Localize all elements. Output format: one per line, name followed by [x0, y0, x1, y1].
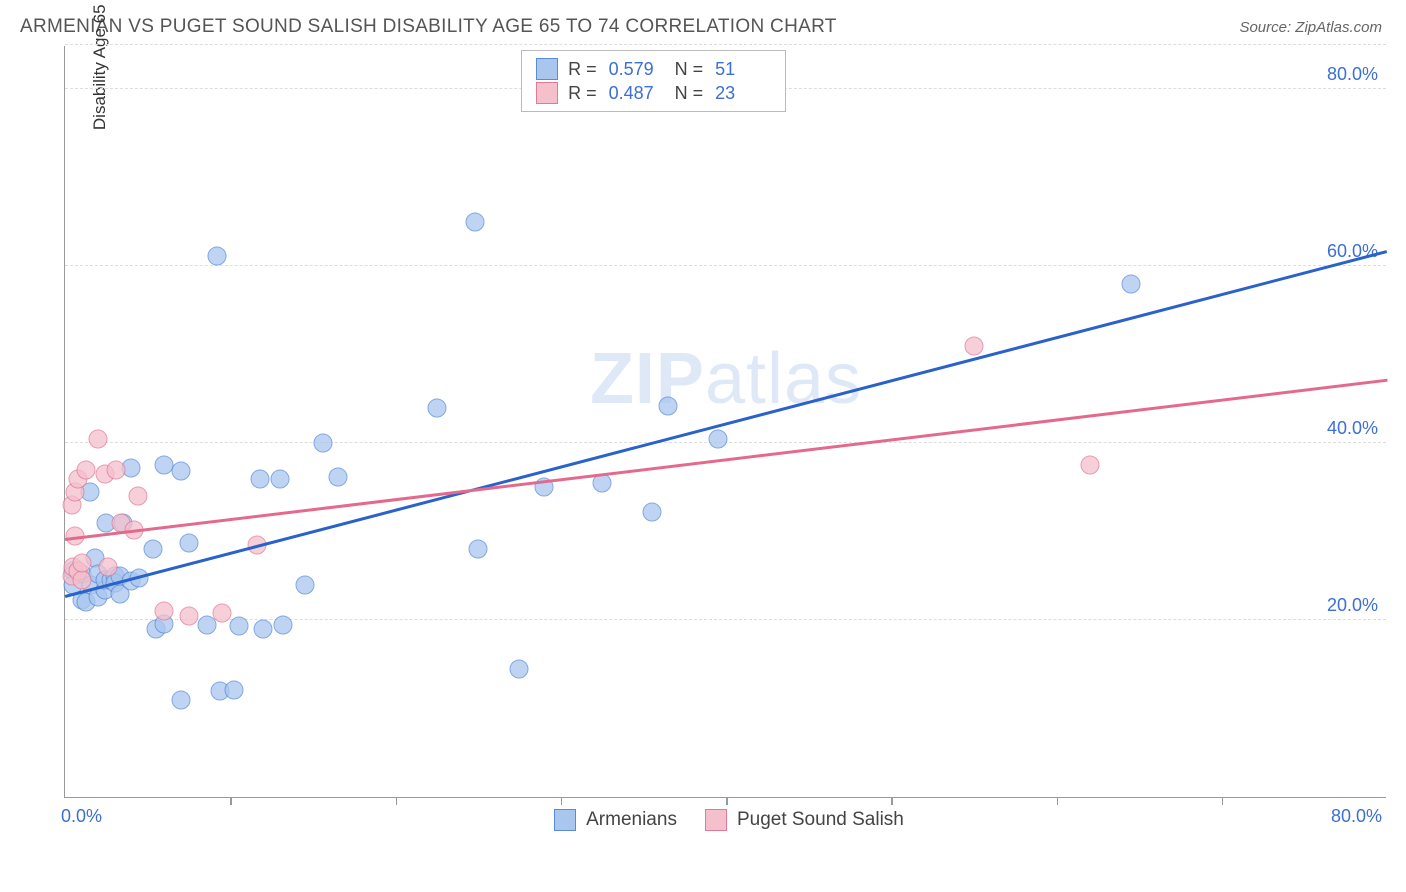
legend-stat-row: R = 0.487 N = 23: [536, 81, 771, 105]
x-tick-mark: [561, 797, 563, 805]
legend-series: Armenians Puget Sound Salish: [554, 809, 904, 831]
data-point: [77, 460, 96, 479]
data-point: [89, 429, 108, 448]
x-tick-label: 80.0%: [1331, 806, 1382, 827]
data-point: [313, 434, 332, 453]
y-tick-label: 80.0%: [1327, 64, 1378, 85]
data-point: [708, 429, 727, 448]
chart-title: ARMENIAN VS PUGET SOUND SALISH DISABILIT…: [20, 16, 837, 38]
n-label: N =: [675, 59, 704, 80]
data-point: [469, 540, 488, 559]
data-point: [270, 469, 289, 488]
data-point: [510, 659, 529, 678]
data-point: [659, 396, 678, 415]
data-point: [295, 575, 314, 594]
data-point: [1121, 274, 1140, 293]
plot-area: 20.0%40.0%60.0%80.0%0.0%80.0%ZIPatlasR =…: [64, 46, 1386, 798]
data-point: [328, 467, 347, 486]
legend-item: Puget Sound Salish: [705, 809, 904, 831]
data-point: [107, 460, 126, 479]
n-label: N =: [675, 83, 704, 104]
data-point: [171, 462, 190, 481]
trend-line: [65, 379, 1387, 541]
data-point: [1080, 456, 1099, 475]
data-point: [72, 553, 91, 572]
legend-swatch: [705, 809, 727, 831]
data-point: [179, 534, 198, 553]
data-point: [254, 619, 273, 638]
trend-line: [65, 250, 1388, 597]
x-tick-mark: [891, 797, 893, 805]
x-tick-mark: [396, 797, 398, 805]
data-point: [964, 336, 983, 355]
legend-label: Puget Sound Salish: [737, 809, 904, 831]
data-point: [143, 540, 162, 559]
gridline: [65, 265, 1386, 266]
r-label: R =: [568, 59, 597, 80]
x-tick-mark: [1222, 797, 1224, 805]
data-point: [179, 606, 198, 625]
data-point: [229, 617, 248, 636]
legend-swatch: [554, 809, 576, 831]
data-point: [250, 469, 269, 488]
data-point: [642, 503, 661, 522]
legend-stats: R = 0.579 N = 51 R = 0.487 N = 23: [521, 50, 786, 112]
source-label: Source: ZipAtlas.com: [1239, 19, 1382, 36]
data-point: [208, 246, 227, 265]
r-value: 0.579: [609, 59, 665, 80]
legend-stat-row: R = 0.579 N = 51: [536, 57, 771, 81]
legend-item: Armenians: [554, 809, 677, 831]
y-tick-label: 20.0%: [1327, 595, 1378, 616]
data-point: [128, 487, 147, 506]
data-point: [212, 603, 231, 622]
data-point: [155, 602, 174, 621]
x-tick-mark: [1057, 797, 1059, 805]
r-label: R =: [568, 83, 597, 104]
data-point: [427, 398, 446, 417]
data-point: [171, 690, 190, 709]
watermark: ZIPatlas: [590, 338, 862, 420]
n-value: 51: [715, 59, 771, 80]
data-point: [72, 571, 91, 590]
r-value: 0.487: [609, 83, 665, 104]
x-tick-label: 0.0%: [61, 806, 102, 827]
legend-swatch: [536, 82, 558, 104]
x-tick-mark: [230, 797, 232, 805]
n-value: 23: [715, 83, 771, 104]
data-point: [465, 212, 484, 231]
gridline: [65, 44, 1386, 45]
data-point: [274, 616, 293, 635]
legend-label: Armenians: [586, 809, 677, 831]
data-point: [98, 557, 117, 576]
legend-swatch: [536, 58, 558, 80]
y-tick-label: 40.0%: [1327, 418, 1378, 439]
x-tick-mark: [726, 797, 728, 805]
data-point: [224, 680, 243, 699]
